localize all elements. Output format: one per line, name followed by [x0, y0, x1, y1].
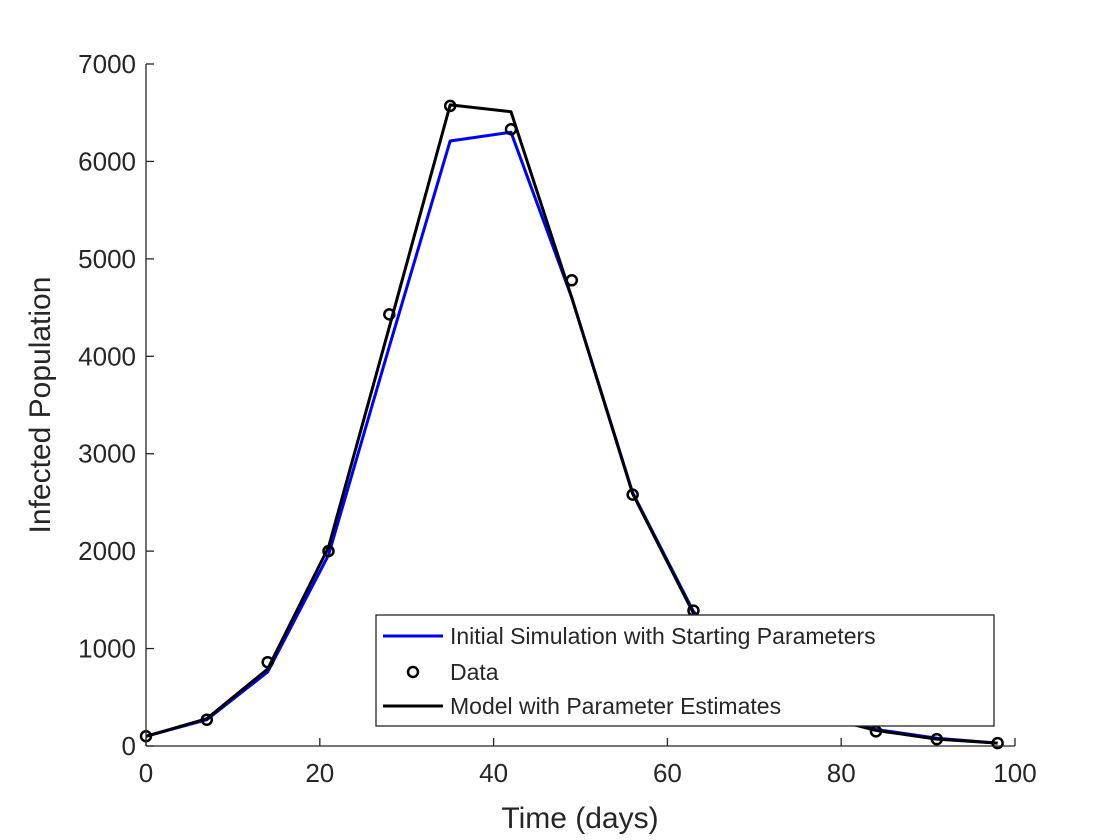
y-tick-label: 7000 — [78, 49, 136, 79]
legend-marker-data — [406, 665, 420, 679]
y-tick-label: 2000 — [78, 536, 136, 566]
y-tick-label: 1000 — [78, 634, 136, 664]
y-tick-label: 4000 — [78, 341, 136, 371]
ticks: 0 20 40 60 80 1000100020003000400050006000700… — [78, 49, 1037, 788]
x-tick-label: 60 — [653, 758, 682, 788]
legend-label-data: Data — [450, 659, 499, 685]
legend-label-initial: Initial Simulation with Starting Paramet… — [450, 623, 876, 649]
x-tick-label: 80 — [827, 758, 856, 788]
y-tick-label: 5000 — [78, 244, 136, 274]
y-axis-label: Infected Population — [24, 277, 57, 534]
legend: Initial Simulation with Starting Paramet… — [375, 614, 995, 727]
axes — [145, 64, 1015, 747]
legend-label-model: Model with Parameter Estimates — [450, 693, 781, 719]
x-tick-label: 40 — [479, 758, 508, 788]
x-tick-label: 20 — [305, 758, 334, 788]
x-tick-label: 100 — [993, 758, 1036, 788]
y-tick-label: 3000 — [78, 439, 136, 469]
legend-box — [375, 614, 995, 727]
y-tick-label: 0 — [122, 731, 136, 761]
y-tick-label: 6000 — [78, 146, 136, 176]
x-tick-label: 0 — [139, 758, 153, 788]
x-axis-label: Time (days) — [501, 802, 658, 835]
